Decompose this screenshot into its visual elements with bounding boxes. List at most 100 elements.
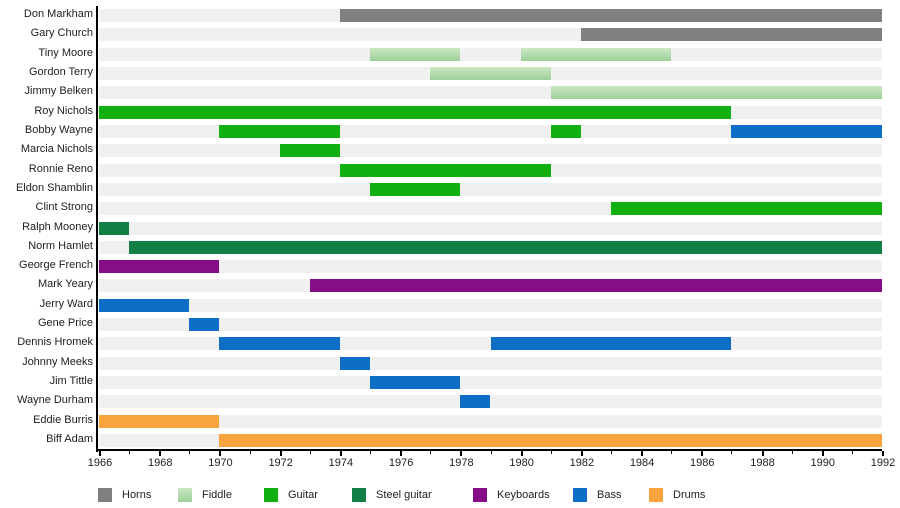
legend-label-fiddle: Fiddle — [202, 489, 232, 501]
x-tick-major-1970 — [219, 451, 222, 456]
x-tick-major-1972 — [279, 451, 282, 456]
bar-marcia-nichols-guitar — [279, 144, 340, 158]
legend-label-drums: Drums — [673, 489, 706, 501]
legend-label-bass: Bass — [597, 489, 622, 501]
row-track-jerry-ward — [99, 298, 882, 312]
x-axis-line — [96, 449, 882, 451]
row-label-johnny-meeks: Johnny Meeks — [22, 355, 93, 368]
row-label-tiny-moore: Tiny Moore — [38, 46, 93, 59]
x-tick-minor-1983 — [610, 451, 612, 454]
legend-label-horns: Horns — [122, 489, 152, 501]
bar-george-french-keyboards — [99, 260, 220, 274]
x-tick-label-1990: 1990 — [810, 457, 835, 469]
x-tick-minor-1991 — [851, 451, 853, 454]
bar-jim-tittle-bass — [370, 375, 461, 389]
x-tick-major-1974 — [339, 451, 342, 456]
x-tick-label-1984: 1984 — [629, 457, 655, 469]
row-label-gordon-terry: Gordon Terry — [29, 66, 93, 79]
row-label-marcia-nichols: Marcia Nichols — [20, 143, 93, 156]
bar-eldon-shamblin-guitar — [370, 182, 461, 196]
bar-wayne-durham-bass — [460, 395, 491, 409]
x-tick-major-1980 — [520, 451, 523, 456]
x-tick-label-1970: 1970 — [208, 457, 233, 469]
row-label-jerry-ward: Jerry Ward — [39, 297, 93, 310]
x-tick-minor-1989 — [791, 451, 793, 454]
x-tick-major-1986 — [701, 451, 704, 456]
x-tick-major-1988 — [761, 451, 764, 456]
legend-swatch-fiddle — [178, 488, 192, 502]
legend-label-keyboards: Keyboards — [497, 489, 550, 501]
bar-ronnie-reno-guitar — [339, 163, 551, 177]
x-tick-minor-1979 — [490, 451, 492, 454]
row-label-wayne-durham: Wayne Durham — [16, 394, 93, 407]
bar-mark-yeary-keyboards — [309, 279, 882, 293]
legend-label-steel-guitar: Steel guitar — [376, 489, 432, 501]
row-label-ronnie-reno: Ronnie Reno — [28, 162, 93, 175]
bar-gordon-terry-fiddle — [430, 67, 551, 81]
x-tick-major-1966 — [99, 451, 101, 456]
row-label-eldon-shamblin: Eldon Shamblin — [15, 181, 93, 194]
bar-bobby-wayne-bass — [731, 124, 882, 138]
x-tick-minor-1973 — [309, 451, 311, 454]
x-tick-major-1968 — [159, 451, 162, 456]
legend-swatch-bass — [573, 488, 587, 502]
row-track-wayne-durham — [99, 395, 882, 409]
x-tick-minor-1985 — [671, 451, 673, 454]
x-tick-label-1976: 1976 — [388, 457, 414, 469]
row-track-george-french — [99, 260, 882, 274]
bar-don-markham-horns — [339, 9, 882, 23]
x-tick-label-1978: 1978 — [449, 457, 474, 469]
bar-bobby-wayne-guitar — [219, 124, 340, 138]
row-label-dennis-hromek: Dennis Hromek — [17, 336, 93, 349]
row-label-gary-church: Gary Church — [30, 27, 93, 40]
row-track-ralph-mooney — [99, 221, 882, 235]
bar-dennis-hromek-bass — [219, 337, 340, 351]
x-tick-major-1978 — [460, 451, 463, 456]
bar-johnny-meeks-bass — [339, 356, 371, 370]
row-track-tiny-moore — [99, 47, 882, 61]
x-tick-minor-1969 — [189, 451, 191, 454]
row-track-gene-price — [99, 318, 882, 332]
legend-swatch-guitar — [264, 488, 278, 502]
x-tick-major-1976 — [400, 451, 403, 456]
row-track-eddie-burris — [99, 414, 882, 428]
legend-swatch-steel-guitar — [352, 488, 366, 502]
x-tick-major-1990 — [821, 451, 824, 456]
x-tick-label-1986: 1986 — [690, 457, 715, 469]
x-tick-minor-1971 — [249, 451, 251, 454]
row-label-clint-strong: Clint Strong — [35, 201, 93, 214]
x-tick-minor-1967 — [129, 451, 131, 454]
legend-label-guitar: Guitar — [288, 489, 318, 501]
x-tick-major-1982 — [580, 451, 583, 456]
row-label-mark-yeary: Mark Yeary — [37, 278, 93, 291]
bar-tiny-moore-fiddle — [520, 47, 672, 61]
x-tick-major-1992 — [882, 451, 884, 456]
legend-swatch-keyboards — [473, 488, 487, 502]
x-tick-label-1966: 1966 — [87, 457, 113, 469]
x-tick-label-1968: 1968 — [147, 457, 173, 469]
legend-swatch-drums — [649, 488, 663, 502]
x-tick-minor-1987 — [731, 451, 733, 454]
x-tick-label-1992: 1992 — [870, 457, 896, 469]
legend-swatch-horns — [98, 488, 112, 502]
x-tick-major-1984 — [641, 451, 644, 456]
row-label-biff-adam: Biff Adam — [46, 432, 93, 445]
bar-eddie-burris-drums — [99, 414, 220, 428]
bar-norm-hamlet-steel-guitar — [129, 240, 882, 254]
row-label-george-french: George French — [19, 259, 93, 272]
row-label-jim-tittle: Jim Tittle — [49, 374, 93, 387]
row-label-roy-nichols: Roy Nichols — [34, 104, 93, 117]
x-tick-minor-1975 — [370, 451, 372, 454]
bar-jimmy-belken-fiddle — [550, 86, 882, 100]
bar-biff-adam-drums — [219, 433, 882, 447]
y-axis-line — [96, 6, 98, 452]
row-label-bobby-wayne: Bobby Wayne — [24, 123, 93, 136]
x-tick-label-1980: 1980 — [509, 457, 534, 469]
x-tick-label-1972: 1972 — [268, 457, 293, 469]
bar-gary-church-horns — [580, 28, 882, 42]
bar-roy-nichols-guitar — [99, 105, 732, 119]
bar-clint-strong-guitar — [610, 202, 882, 216]
row-label-don-markham: Don Markham — [23, 8, 93, 21]
x-tick-label-1988: 1988 — [750, 457, 775, 469]
